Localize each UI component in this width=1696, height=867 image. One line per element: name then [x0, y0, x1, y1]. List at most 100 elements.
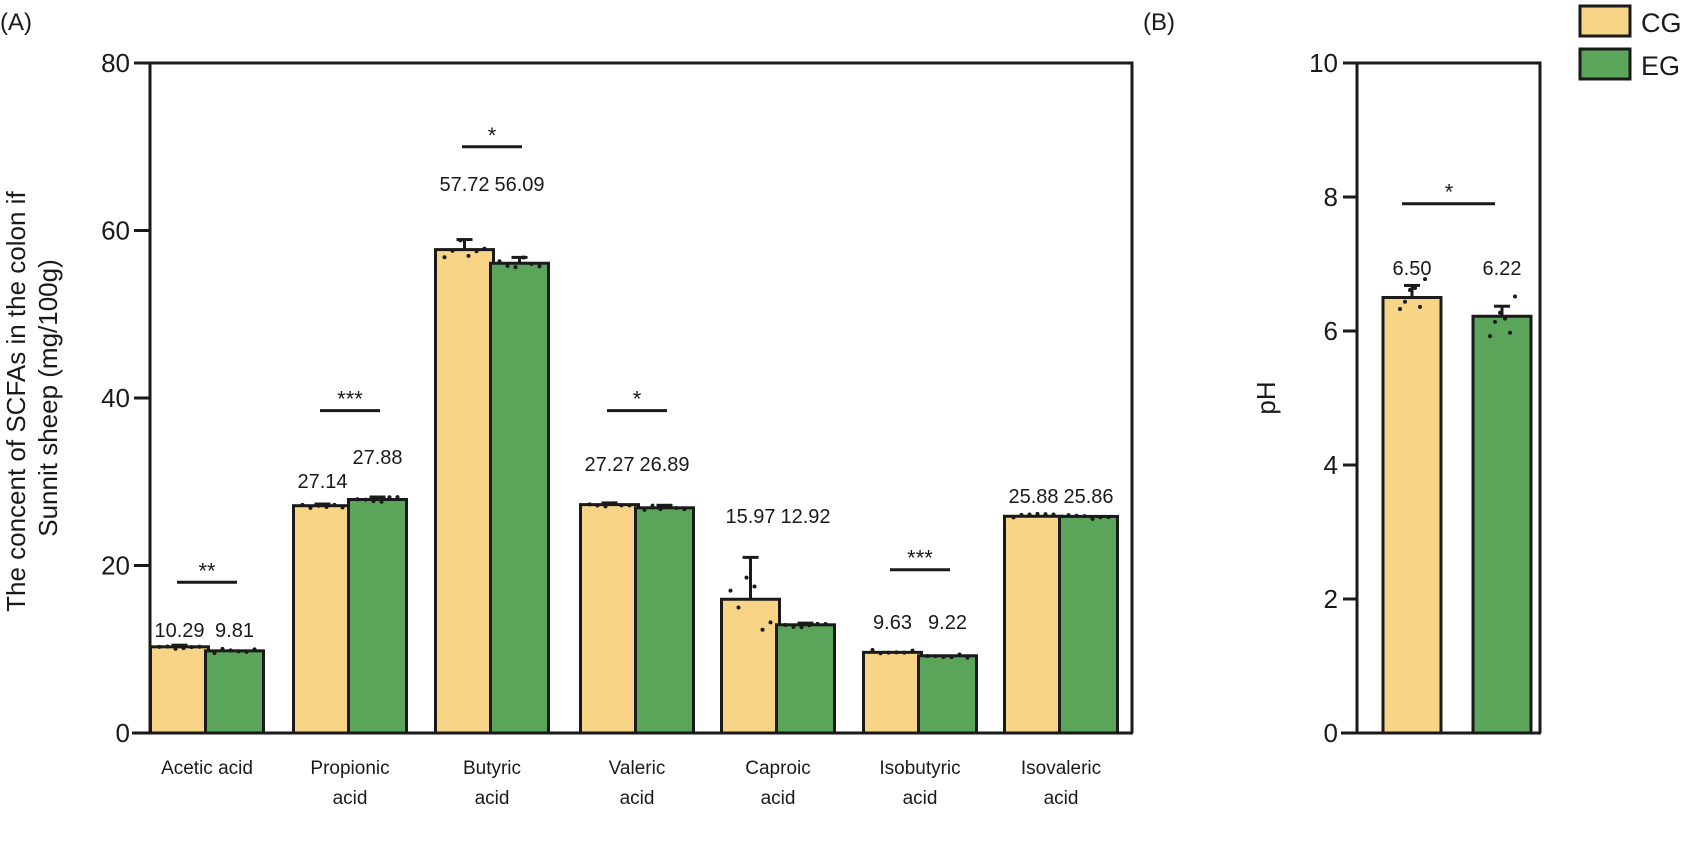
- x-tick-label: Isobutyric: [879, 758, 960, 779]
- data-point: [1051, 512, 1056, 517]
- value-label-cg: 27.27: [584, 454, 634, 476]
- data-point: [1503, 316, 1507, 321]
- data-point: [949, 655, 954, 660]
- bar-cg: [149, 645, 210, 735]
- data-point: [1027, 512, 1032, 517]
- data-point: [1019, 512, 1024, 517]
- data-point: [458, 238, 463, 243]
- bar-cg: [720, 597, 781, 735]
- significance-stars: ***: [337, 387, 363, 412]
- y-tick-label: 2: [1324, 584, 1338, 614]
- data-point: [619, 503, 624, 508]
- data-point: [157, 644, 162, 649]
- value-label-cg: 10.29: [154, 620, 204, 642]
- data-point: [450, 248, 455, 253]
- data-point: [799, 625, 804, 630]
- data-point: [642, 507, 647, 512]
- x-tick-label: acid: [1044, 788, 1079, 809]
- bar-eg: [489, 261, 550, 735]
- data-point: [244, 649, 249, 654]
- significance-stars: *: [1445, 180, 1454, 205]
- bar-cg: [292, 504, 353, 735]
- value-label-cg: 9.63: [873, 612, 912, 634]
- y-tick-label: 8: [1324, 182, 1338, 212]
- y-tick-label: 6: [1324, 316, 1338, 346]
- data-point: [340, 505, 345, 510]
- panel-a-significance: **********: [177, 123, 950, 584]
- bar-eg: [1058, 514, 1119, 735]
- data-point: [603, 504, 608, 509]
- panel-b-significance: *: [1402, 180, 1495, 206]
- legend: CG EG: [1578, 4, 1682, 81]
- y-axis-title-line-2: Sunnit sheep (mg/100g): [33, 259, 63, 537]
- data-point: [1035, 511, 1040, 516]
- data-point: [220, 646, 225, 651]
- data-point: [902, 650, 907, 655]
- y-tick-label: 10: [1309, 48, 1338, 78]
- data-point: [587, 502, 592, 507]
- data-point: [173, 646, 178, 651]
- data-point: [1011, 515, 1016, 520]
- value-label-cg: 6.50: [1393, 258, 1432, 280]
- data-point: [1074, 513, 1079, 518]
- y-tick-label: 20: [101, 551, 130, 581]
- legend-label-cg: CG: [1641, 8, 1682, 38]
- data-point: [957, 652, 962, 657]
- data-point: [212, 650, 217, 655]
- value-label-eg: 9.81: [215, 620, 254, 642]
- data-point: [658, 507, 663, 512]
- data-point: [197, 644, 202, 649]
- data-point: [466, 253, 471, 258]
- data-point: [965, 655, 970, 660]
- y-tick-label: 4: [1324, 450, 1338, 480]
- data-point: [324, 505, 329, 510]
- data-point: [1403, 299, 1407, 304]
- data-point: [1408, 288, 1412, 293]
- bar-eg: [917, 654, 978, 735]
- data-point: [1488, 334, 1492, 339]
- data-point: [870, 648, 875, 653]
- data-point: [537, 264, 542, 269]
- value-label-cg: 15.97: [725, 506, 775, 528]
- data-point: [1082, 514, 1087, 519]
- data-point: [768, 620, 773, 625]
- data-point: [1106, 515, 1111, 520]
- bar-cg: [1003, 514, 1064, 735]
- data-point: [252, 647, 257, 652]
- panel-b-y-axis-title: pH: [1251, 381, 1281, 414]
- data-point: [941, 654, 946, 659]
- data-point: [1090, 516, 1095, 521]
- data-point: [807, 623, 812, 628]
- y-axis-title-line-1: The concent of SCFAs in the colon if: [1, 191, 31, 612]
- data-point: [387, 495, 392, 500]
- x-tick-label: Acetic acid: [161, 758, 253, 779]
- significance-stars: ***: [907, 546, 933, 571]
- data-point: [1508, 330, 1512, 335]
- value-label-cg: 57.72: [439, 174, 489, 196]
- value-label-cg: 27.14: [297, 471, 347, 493]
- data-point: [791, 624, 796, 629]
- value-label-cg: 25.88: [1008, 486, 1058, 508]
- data-point: [300, 502, 305, 507]
- y-tick-label: 60: [101, 216, 130, 246]
- data-point: [611, 501, 616, 506]
- bar-eg: [347, 498, 408, 735]
- y-tick-label: 80: [101, 48, 130, 78]
- significance-stars: *: [488, 123, 497, 148]
- data-point: [760, 627, 765, 632]
- data-point: [627, 503, 632, 508]
- data-point: [482, 246, 487, 251]
- data-point: [308, 505, 313, 510]
- y-tick-label: 0: [1324, 718, 1338, 748]
- data-point: [371, 499, 376, 504]
- data-point: [181, 646, 186, 651]
- data-point: [1066, 513, 1071, 518]
- significance-stars: **: [198, 558, 216, 583]
- data-point: [1418, 304, 1422, 309]
- data-point: [1493, 319, 1497, 324]
- data-point: [886, 650, 891, 655]
- data-point: [736, 605, 741, 610]
- data-point: [513, 265, 518, 270]
- bar-cg: [862, 650, 923, 735]
